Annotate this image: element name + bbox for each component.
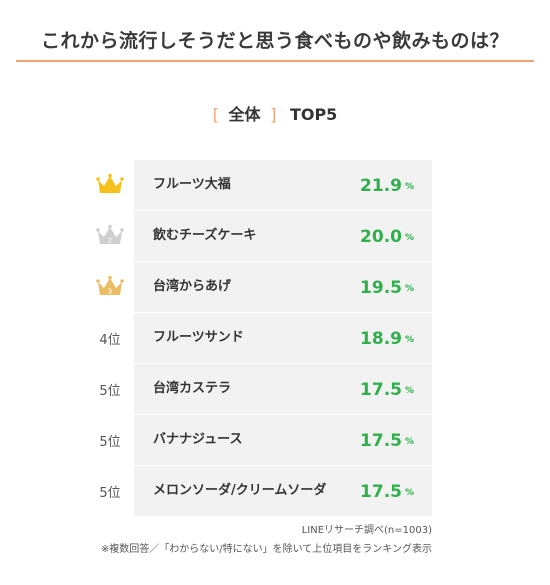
item-value: 19.5 xyxy=(360,278,402,298)
crown-rank-number: 2 xyxy=(108,237,112,245)
rank-cell xyxy=(86,160,134,210)
subtitle-close-bracket: ] xyxy=(270,105,277,124)
item-label: フルーツサンド xyxy=(153,330,244,345)
rank-cell: 5位 xyxy=(86,466,134,516)
percent-unit: % xyxy=(404,182,414,192)
rank-cell: 4位 xyxy=(86,313,134,363)
rank-cell: 2 xyxy=(86,211,134,261)
item-value: 20.0 xyxy=(360,227,402,247)
rank-cell: 3 xyxy=(86,262,134,312)
gold-crown-icon xyxy=(96,173,124,193)
bronze-crown-icon: 3 xyxy=(96,275,124,296)
percent-unit: % xyxy=(404,437,414,447)
item-value: 17.5 xyxy=(360,482,402,502)
subtitle-label: TOP5 xyxy=(289,105,338,124)
item-label: 台湾カステラ xyxy=(153,381,232,396)
item-value: 17.5 xyxy=(360,431,402,451)
table-row: 5位 メロンソーダ/クリームソーダ 17.5% xyxy=(86,466,432,516)
item-value: 21.9 xyxy=(360,176,402,196)
item-value: 18.9 xyxy=(360,329,402,349)
percent-unit: % xyxy=(404,488,414,498)
footnote: ※複数回答／「わからない/特にない」を除いて上位項目をランキング表示 xyxy=(100,544,432,555)
item-cell: 台湾からあげ 19.5% xyxy=(134,262,432,312)
item-cell: 飲むチーズケーキ 20.0% xyxy=(134,211,432,261)
table-row: 3 台湾からあげ 19.5% xyxy=(86,262,432,312)
ranking-table: フルーツ大福 21.9% 2 飲むチーズケーキ 20.0% 3 台湾からあげ 19.5% 4位フ… xyxy=(86,160,432,517)
table-row: 5位 台湾カステラ 17.5% xyxy=(86,364,432,414)
table-row: 2 飲むチーズケーキ 20.0% xyxy=(86,211,432,261)
table-row: フルーツ大福 21.9% xyxy=(86,160,432,210)
title-divider xyxy=(16,60,534,62)
silver-crown-icon: 2 xyxy=(96,224,124,245)
table-row: 5位 バナナジュース 17.5% xyxy=(86,415,432,465)
crown-rank-number: 3 xyxy=(108,288,112,296)
percent-unit: % xyxy=(404,386,414,396)
item-label: 台湾からあげ xyxy=(153,279,232,294)
subtitle-group: 全体 xyxy=(228,105,261,124)
rank-label: 5位 xyxy=(99,434,121,450)
subtitle-open-bracket: [ xyxy=(212,105,219,124)
chart-subtitle: [ 全体 ] TOP5 xyxy=(0,101,550,125)
item-label: 飲むチーズケーキ xyxy=(153,228,257,243)
item-label: メロンソーダ/クリームソーダ xyxy=(153,483,327,498)
rank-label: 5位 xyxy=(99,383,121,399)
item-cell: フルーツ大福 21.9% xyxy=(134,160,432,210)
item-cell: フルーツサンド 18.9% xyxy=(134,313,432,363)
percent-unit: % xyxy=(404,335,414,345)
table-row: 4位 フルーツサンド 18.9% xyxy=(86,313,432,363)
percent-unit: % xyxy=(404,284,414,294)
percent-unit: % xyxy=(404,233,414,243)
item-label: バナナジュース xyxy=(153,432,243,447)
item-value: 17.5 xyxy=(360,380,402,400)
source-credit: LINEリサーチ調べ(n=1003) xyxy=(301,525,432,536)
rank-label: 4位 xyxy=(99,332,121,348)
chart-title: これから流行しそうだと思う食べものや飲みものは？ xyxy=(40,30,509,52)
rank-label: 5位 xyxy=(99,485,121,501)
item-cell: 台湾カステラ 17.5% xyxy=(134,364,432,414)
item-cell: メロンソーダ/クリームソーダ 17.5% xyxy=(134,466,432,516)
rank-cell: 5位 xyxy=(86,415,134,465)
item-cell: バナナジュース 17.5% xyxy=(134,415,432,465)
rank-cell: 5位 xyxy=(86,364,134,414)
item-label: フルーツ大福 xyxy=(153,177,231,192)
